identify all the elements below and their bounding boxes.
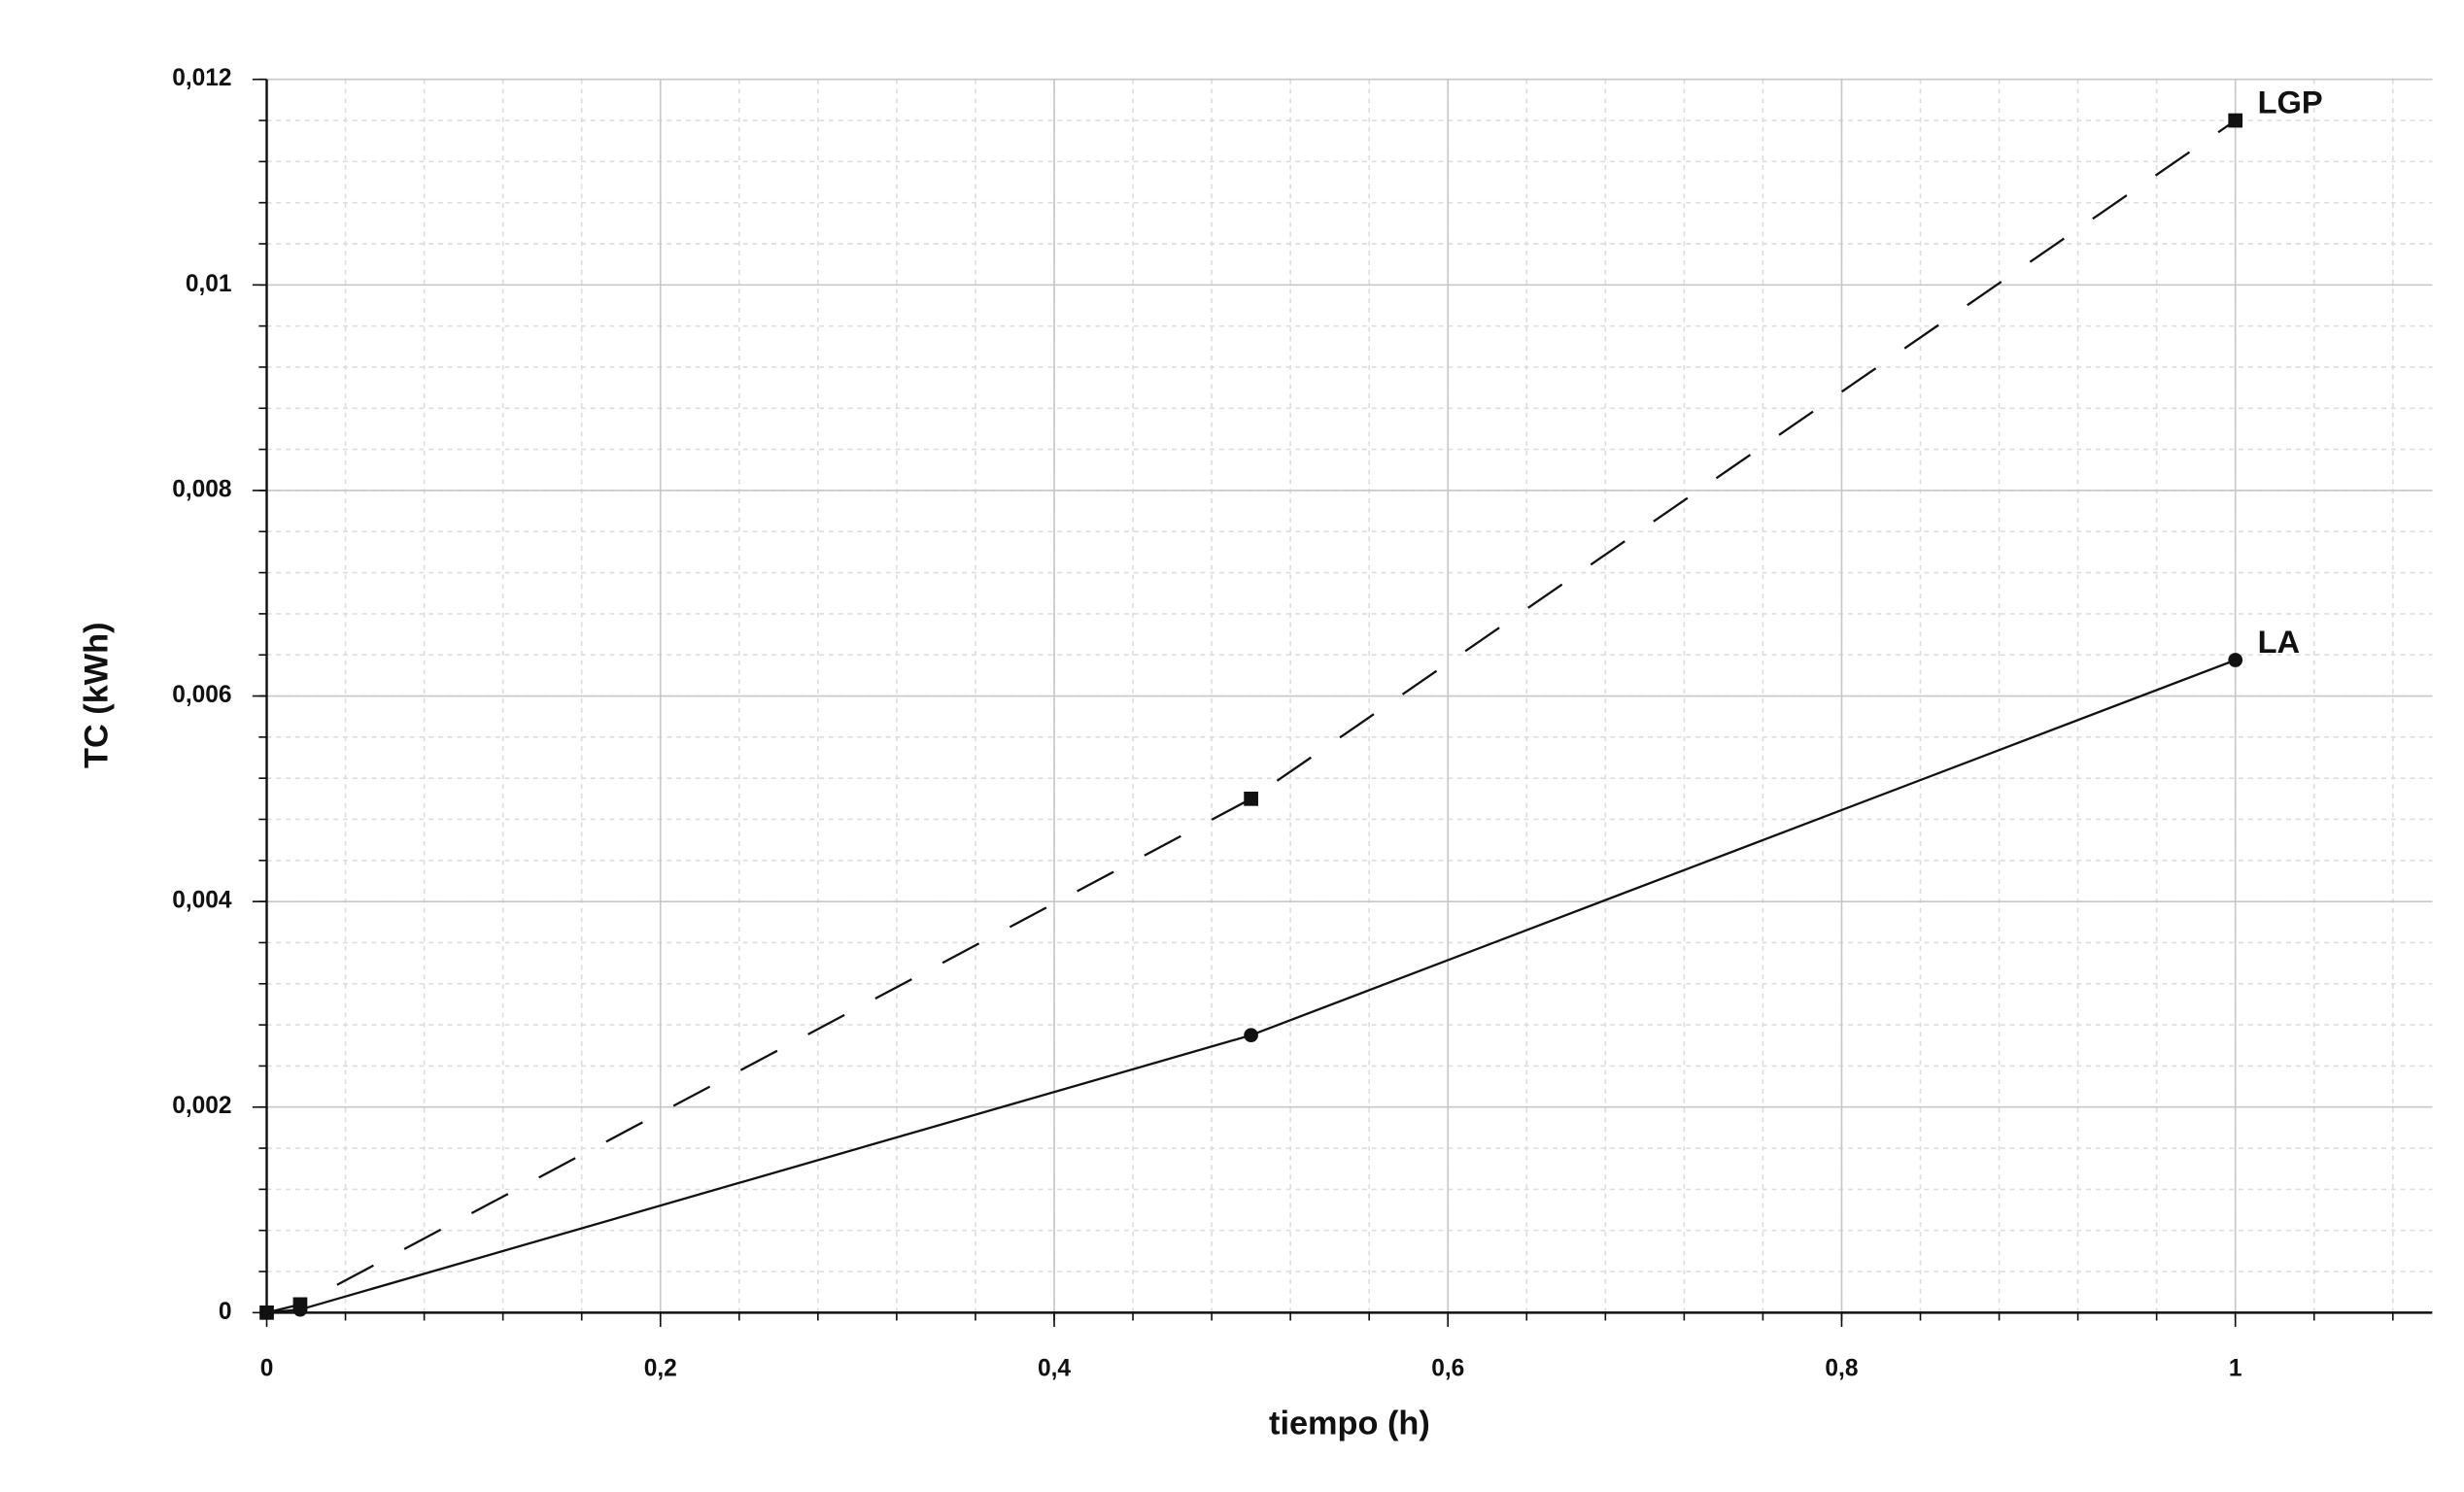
x-tick-label: 0,4 [1038,1356,1071,1382]
x-tick-label: 0 [260,1356,274,1382]
x-axis-title: tiempo (h) [1269,1405,1430,1441]
marker [2228,653,2243,667]
series-line [266,119,2237,1314]
x-tick-label: 0,2 [644,1356,677,1382]
marker [1244,1028,1258,1043]
y-tick-label: 0,002 [172,1093,231,1119]
series-label: LA [2258,624,2301,660]
marker [1244,791,1258,806]
x-tick-label: 0,8 [1825,1356,1858,1382]
y-tick-label: 0 [219,1299,232,1325]
y-tick-label: 0,006 [172,682,231,708]
marker [2228,113,2243,128]
y-tick-label: 0,012 [172,65,231,91]
y-axis-title: TC (kWh) [78,622,115,767]
y-tick-label: 0,008 [172,476,231,502]
series-line [266,659,2237,1314]
marker [292,1302,308,1317]
y-tick-label: 0,01 [186,271,232,297]
x-tick-label: 1 [2229,1356,2242,1382]
marker [259,1305,274,1320]
x-tick-label: 0,6 [1431,1356,1464,1382]
series-label: LGP [2258,84,2323,119]
y-tick-label: 0,004 [172,888,232,914]
